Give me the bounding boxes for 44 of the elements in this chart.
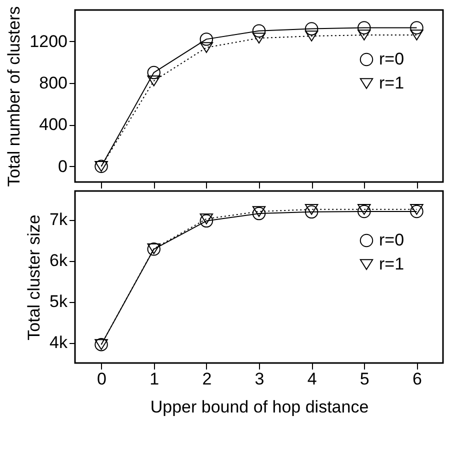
point: [358, 30, 371, 40]
point: [410, 204, 424, 218]
x-tick-label: 0: [97, 370, 107, 388]
point: [200, 32, 214, 46]
x-tick-label: 3: [254, 370, 264, 388]
legend-label: r=1: [379, 74, 404, 92]
y-tick-label: 4k: [50, 333, 68, 352]
series-label: r=0: [379, 230, 404, 250]
y-axis-title: Total number of clusters: [4, 6, 24, 187]
x-tick-label: 4: [307, 370, 317, 388]
point: [147, 75, 160, 86]
point: [200, 42, 214, 53]
x-axis-title: Upper bound of hop distance: [150, 398, 369, 416]
point: [200, 213, 214, 224]
y-tick-label: 1200: [30, 32, 68, 51]
point: [252, 32, 266, 44]
legend-label: r=1: [379, 254, 404, 274]
point: [410, 204, 424, 215]
legend-label: r=0: [379, 50, 404, 68]
y-tick-label: 0: [58, 156, 68, 176]
point: [252, 206, 266, 217]
point: [304, 205, 318, 218]
point: [304, 204, 318, 215]
x-tick-label: 1: [150, 370, 160, 388]
point: [200, 214, 214, 228]
x-tick-label: 5: [360, 370, 370, 388]
y-tick-label: 7k: [50, 210, 68, 230]
y-tick-label: 6k: [50, 251, 68, 270]
y-tick-label: 400: [39, 115, 68, 134]
point: [252, 24, 266, 38]
x-tick-label: 6: [412, 370, 422, 388]
point: [410, 30, 424, 40]
point: [304, 30, 318, 42]
x-tick-label: 2: [202, 370, 212, 388]
y-tick-label: 5k: [50, 292, 68, 312]
y-tick-label: 800: [39, 73, 68, 92]
point: [358, 204, 371, 215]
point: [358, 204, 371, 218]
point: [147, 66, 160, 80]
point: [304, 22, 318, 36]
point: [358, 21, 371, 34]
point: [252, 206, 266, 220]
point: [410, 21, 424, 34]
y-axis-title: Total cluster size: [24, 214, 44, 340]
